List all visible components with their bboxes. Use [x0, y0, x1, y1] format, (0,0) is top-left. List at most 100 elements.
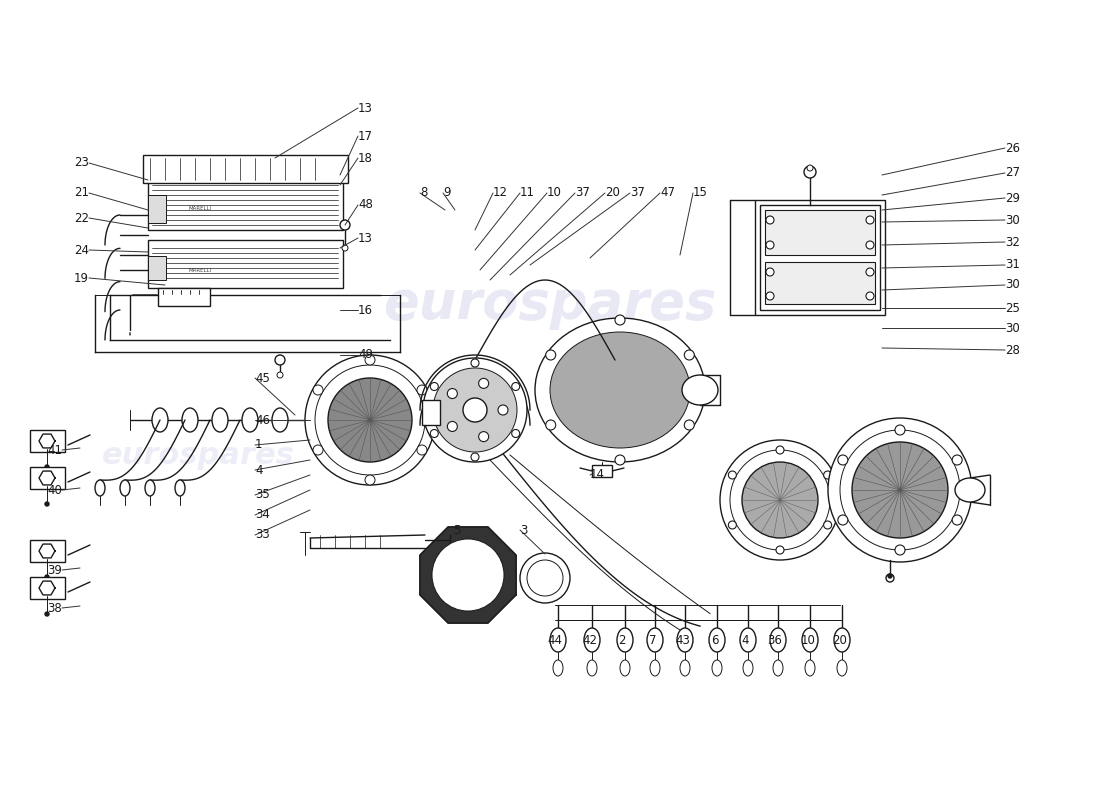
Bar [148, 240, 343, 288]
Text: 17: 17 [358, 130, 373, 142]
Ellipse shape [535, 318, 705, 462]
Ellipse shape [145, 480, 155, 496]
Text: 13: 13 [358, 102, 373, 114]
Circle shape [766, 241, 774, 249]
Circle shape [45, 502, 50, 506]
Circle shape [448, 389, 458, 398]
Text: 37: 37 [630, 186, 645, 199]
Circle shape [838, 515, 848, 525]
Bar [143, 155, 348, 183]
Text: 31: 31 [1005, 258, 1020, 271]
Circle shape [432, 539, 504, 611]
Circle shape [365, 355, 375, 365]
Bar [592, 465, 612, 477]
Ellipse shape [617, 628, 632, 652]
Circle shape [471, 359, 478, 367]
Circle shape [807, 165, 813, 171]
Bar [30, 540, 65, 562]
Text: 27: 27 [1005, 166, 1020, 179]
Bar [158, 288, 210, 306]
Ellipse shape [680, 660, 690, 676]
Text: 2: 2 [618, 634, 626, 646]
Circle shape [478, 378, 488, 388]
Bar [760, 205, 880, 310]
Circle shape [776, 446, 784, 454]
Text: 40: 40 [47, 483, 62, 497]
Circle shape [546, 420, 556, 430]
Circle shape [728, 521, 736, 529]
Ellipse shape [742, 660, 754, 676]
Text: eurospares: eurospares [101, 442, 295, 470]
Circle shape [430, 382, 438, 390]
Text: 6: 6 [712, 634, 718, 646]
Text: 7: 7 [649, 634, 657, 646]
Ellipse shape [182, 408, 198, 432]
Text: 10: 10 [801, 634, 815, 646]
Circle shape [840, 430, 960, 550]
Circle shape [417, 385, 427, 395]
Text: 25: 25 [1005, 302, 1020, 314]
Text: 19: 19 [74, 271, 89, 285]
Text: 48: 48 [358, 198, 373, 211]
Ellipse shape [620, 660, 630, 676]
Bar [755, 200, 886, 315]
Text: 15: 15 [693, 186, 708, 199]
Ellipse shape [647, 628, 663, 652]
Ellipse shape [740, 628, 756, 652]
Circle shape [728, 471, 736, 479]
Circle shape [314, 445, 323, 455]
Circle shape [866, 268, 874, 276]
Text: 47: 47 [660, 186, 675, 199]
Circle shape [315, 365, 425, 475]
Bar [148, 195, 166, 223]
Ellipse shape [712, 660, 722, 676]
Ellipse shape [550, 628, 566, 652]
Ellipse shape [676, 628, 693, 652]
Circle shape [888, 574, 892, 578]
Circle shape [730, 450, 830, 550]
Polygon shape [420, 527, 516, 623]
Circle shape [852, 442, 948, 538]
Bar [30, 577, 65, 599]
Bar [148, 256, 166, 280]
Circle shape [328, 378, 412, 462]
Text: 28: 28 [1005, 343, 1020, 357]
Circle shape [365, 475, 375, 485]
Text: 18: 18 [358, 151, 373, 165]
Circle shape [448, 422, 458, 431]
Text: 12: 12 [493, 186, 508, 199]
Text: 22: 22 [74, 211, 89, 225]
Text: 20: 20 [605, 186, 620, 199]
Text: 8: 8 [420, 186, 428, 199]
Circle shape [895, 545, 905, 555]
Circle shape [720, 440, 840, 560]
Ellipse shape [650, 660, 660, 676]
Circle shape [512, 430, 519, 438]
Circle shape [866, 292, 874, 300]
Circle shape [615, 455, 625, 465]
Text: 13: 13 [358, 231, 373, 245]
Text: 9: 9 [443, 186, 451, 199]
Circle shape [824, 521, 832, 529]
Bar [764, 262, 875, 304]
Circle shape [838, 455, 848, 465]
Bar [422, 400, 440, 425]
Circle shape [804, 166, 816, 178]
Circle shape [953, 515, 962, 525]
Text: 4: 4 [741, 634, 749, 646]
Circle shape [314, 385, 323, 395]
Bar [30, 467, 65, 489]
Ellipse shape [120, 480, 130, 496]
Text: MARELLI: MARELLI [188, 267, 211, 273]
Text: 14: 14 [590, 469, 605, 482]
Circle shape [45, 612, 50, 616]
Text: 23: 23 [74, 157, 89, 170]
Circle shape [866, 216, 874, 224]
Text: 30: 30 [1005, 214, 1020, 226]
Ellipse shape [770, 628, 786, 652]
Text: 35: 35 [255, 489, 270, 502]
Bar [764, 210, 875, 255]
Bar [148, 178, 343, 230]
Circle shape [498, 405, 508, 415]
Text: 46: 46 [255, 414, 270, 426]
